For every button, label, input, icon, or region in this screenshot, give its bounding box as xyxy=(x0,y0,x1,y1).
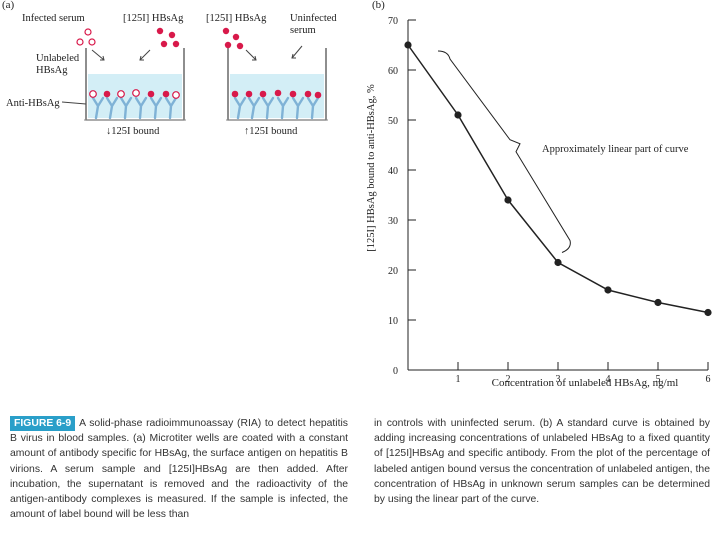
left-bound-antigens xyxy=(89,89,180,99)
chart-annotation-group: Approximately linear part of curve xyxy=(437,50,689,253)
left-labeled-antigen-label: [125I] HBsAg xyxy=(123,13,184,24)
unlabeled-antigen-above xyxy=(76,28,96,46)
figure-label: FIGURE 6-9 xyxy=(10,416,76,432)
linear-part-annotation: Approximately linear part of curve xyxy=(542,144,689,155)
y-tick-label: 40 xyxy=(388,166,398,177)
data-point xyxy=(504,196,512,204)
data-point xyxy=(554,258,562,267)
infected-serum-label: Infected serum xyxy=(22,13,85,24)
left-bound-label: ↓125I bound xyxy=(106,126,160,137)
antibodies xyxy=(91,96,320,120)
chart-ticks: 10 20 30 40 50 60 70 0 1 2 3 4 5 6 xyxy=(388,16,711,385)
addition-arrows xyxy=(61,45,303,105)
y-tick-label: 50 xyxy=(388,116,398,127)
x-tick-label: 1 xyxy=(456,374,461,385)
x-origin-label: 0 xyxy=(393,366,398,377)
standard-curve-line xyxy=(407,44,709,314)
right-labeled-antigen-label: [125I] HBsAg xyxy=(206,13,267,24)
data-point xyxy=(454,111,462,119)
x-axis-label: Concentration of unlabeled HBsAg, ng/ml xyxy=(492,377,679,389)
data-point xyxy=(704,308,712,317)
data-point xyxy=(404,41,412,49)
caption-column-2: in controls with uninfected serum. (b) A… xyxy=(374,418,710,506)
caption-text-1: A solid-phase radioimmunoassay (RIA) to … xyxy=(10,418,348,521)
panel-a-label: (a) xyxy=(2,0,15,11)
labeled-antigen-above-right xyxy=(222,27,244,50)
x-tick-label: 4 xyxy=(606,374,611,385)
y-tick-label: 20 xyxy=(388,266,398,277)
x-tick-label: 3 xyxy=(556,374,561,385)
standard-curve-chart: 10 20 30 40 50 60 70 0 1 2 3 4 5 6 Approximately line… xyxy=(366,16,712,389)
data-point xyxy=(604,286,612,294)
anti-hbsag-label: Anti-HBsAg xyxy=(6,98,60,109)
right-bound-label: ↑125I bound xyxy=(244,126,298,137)
panel-b-label: (b) xyxy=(372,0,385,11)
chart-series xyxy=(404,41,712,317)
linear-part-bracket xyxy=(437,50,571,253)
y-tick-label: 60 xyxy=(388,66,398,77)
x-tick-label: 2 xyxy=(506,374,511,385)
y-tick-label: 30 xyxy=(388,216,398,227)
unlabeled-hbsag-label: Unlabeled HBsAg xyxy=(36,53,80,76)
right-bound-antigens xyxy=(231,89,322,99)
data-point xyxy=(654,298,662,307)
y-tick-label: 10 xyxy=(388,316,398,327)
caption-column-1: FIGURE 6-9 A solid-phase radioimmunoassay… xyxy=(10,416,348,522)
chart-axes xyxy=(407,20,708,371)
uninfected-serum-label: Uninfected serum xyxy=(290,13,337,36)
x-tick-label: 6 xyxy=(706,374,711,385)
y-axis-label: [125I] HBsAg bound to anti-HBsAg, % xyxy=(366,84,377,252)
y-tick-label: 70 xyxy=(388,16,398,27)
panel-a-illustration xyxy=(61,27,328,121)
x-tick-label: 5 xyxy=(656,374,661,385)
labeled-antigen-above-left xyxy=(156,27,180,48)
